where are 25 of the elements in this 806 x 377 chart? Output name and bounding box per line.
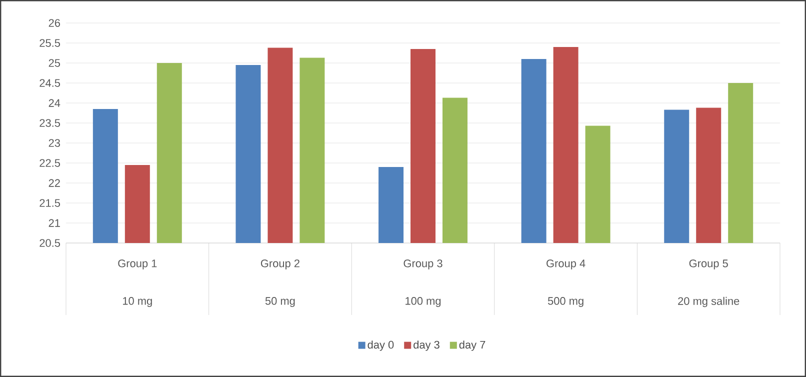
y-tick-label: 21.5 <box>40 199 60 207</box>
text: 500 mg <box>548 297 584 307</box>
text: 50 mg <box>265 297 295 307</box>
y-tick-label: 23 <box>48 139 60 147</box>
legend-label: day 0 <box>368 340 394 351</box>
y-tick-label: 24.5 <box>40 79 60 87</box>
y-tick-label: 25 <box>48 59 60 67</box>
text: 20 mg saline <box>678 296 740 308</box>
y-tick-label: 25.5 <box>40 39 60 47</box>
x-tick-label: Group 3 <box>404 260 442 270</box>
y-tick-label: 22 <box>48 179 60 187</box>
y-tick-label: 20.5 <box>40 239 60 247</box>
x-tick-label: Group 2 <box>260 260 300 270</box>
text: 100 mg <box>406 297 441 307</box>
x-tick-label: Group 5 <box>689 260 728 270</box>
y-tick-label: 26 <box>48 19 60 27</box>
legend-label: day 7 <box>459 340 486 351</box>
y-tick-label: 21 <box>48 219 60 227</box>
x-tick-label: Group 1 <box>118 260 157 270</box>
y-tick-label: 22.5 <box>40 159 60 167</box>
x-tick-label: Group 4 <box>546 260 586 270</box>
text: 10 mg <box>123 297 152 307</box>
y-tick-label: 23.5 <box>40 119 60 127</box>
y-tick-label: 24 <box>48 99 60 107</box>
legend-label: day 3 <box>414 340 440 351</box>
